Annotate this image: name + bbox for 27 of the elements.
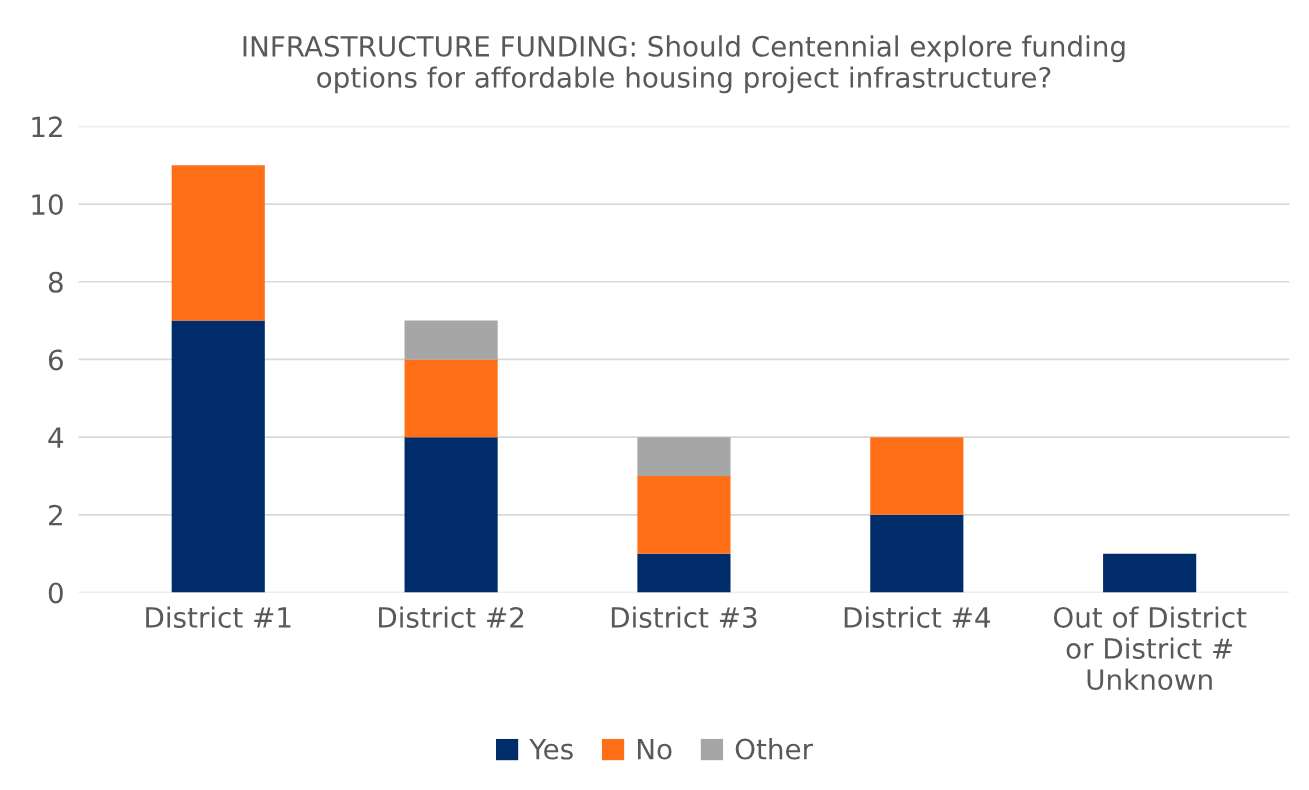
y-tick-label: 4 <box>48 427 64 448</box>
y-tick-label: 0 <box>48 582 63 604</box>
bar <box>171 320 265 593</box>
bar <box>1103 553 1197 593</box>
y-tick-label: 6 <box>48 349 63 371</box>
bar <box>404 320 498 360</box>
bar <box>870 514 964 593</box>
bar <box>637 437 731 476</box>
bar <box>637 475 731 554</box>
y-tick-label: 2 <box>49 504 62 526</box>
x-tick-label: District #2 <box>379 606 524 628</box>
bar <box>171 165 265 321</box>
bar <box>870 437 964 515</box>
legend-label: No <box>637 738 672 760</box>
bar <box>404 437 498 593</box>
x-tick-label: District #1 <box>146 606 291 628</box>
y-tick-label: 12 <box>32 116 62 137</box>
x-tick-label: District #3 <box>611 606 757 628</box>
x-tick-label: District #4 <box>844 606 991 628</box>
y-tick-label: 8 <box>48 271 63 293</box>
legend-label: Other <box>735 738 814 760</box>
bar <box>637 553 731 593</box>
legend-label: Yes <box>529 738 573 760</box>
chart-title: INFRASTRUCTURE FUNDING: Should Centennial explore funding options for affordable housing project infrastructure? <box>243 35 1125 94</box>
y-tick-label: 10 <box>32 194 63 216</box>
x-tick-label: Out of District or District # Unknown <box>1053 606 1247 691</box>
bar <box>404 359 498 438</box>
